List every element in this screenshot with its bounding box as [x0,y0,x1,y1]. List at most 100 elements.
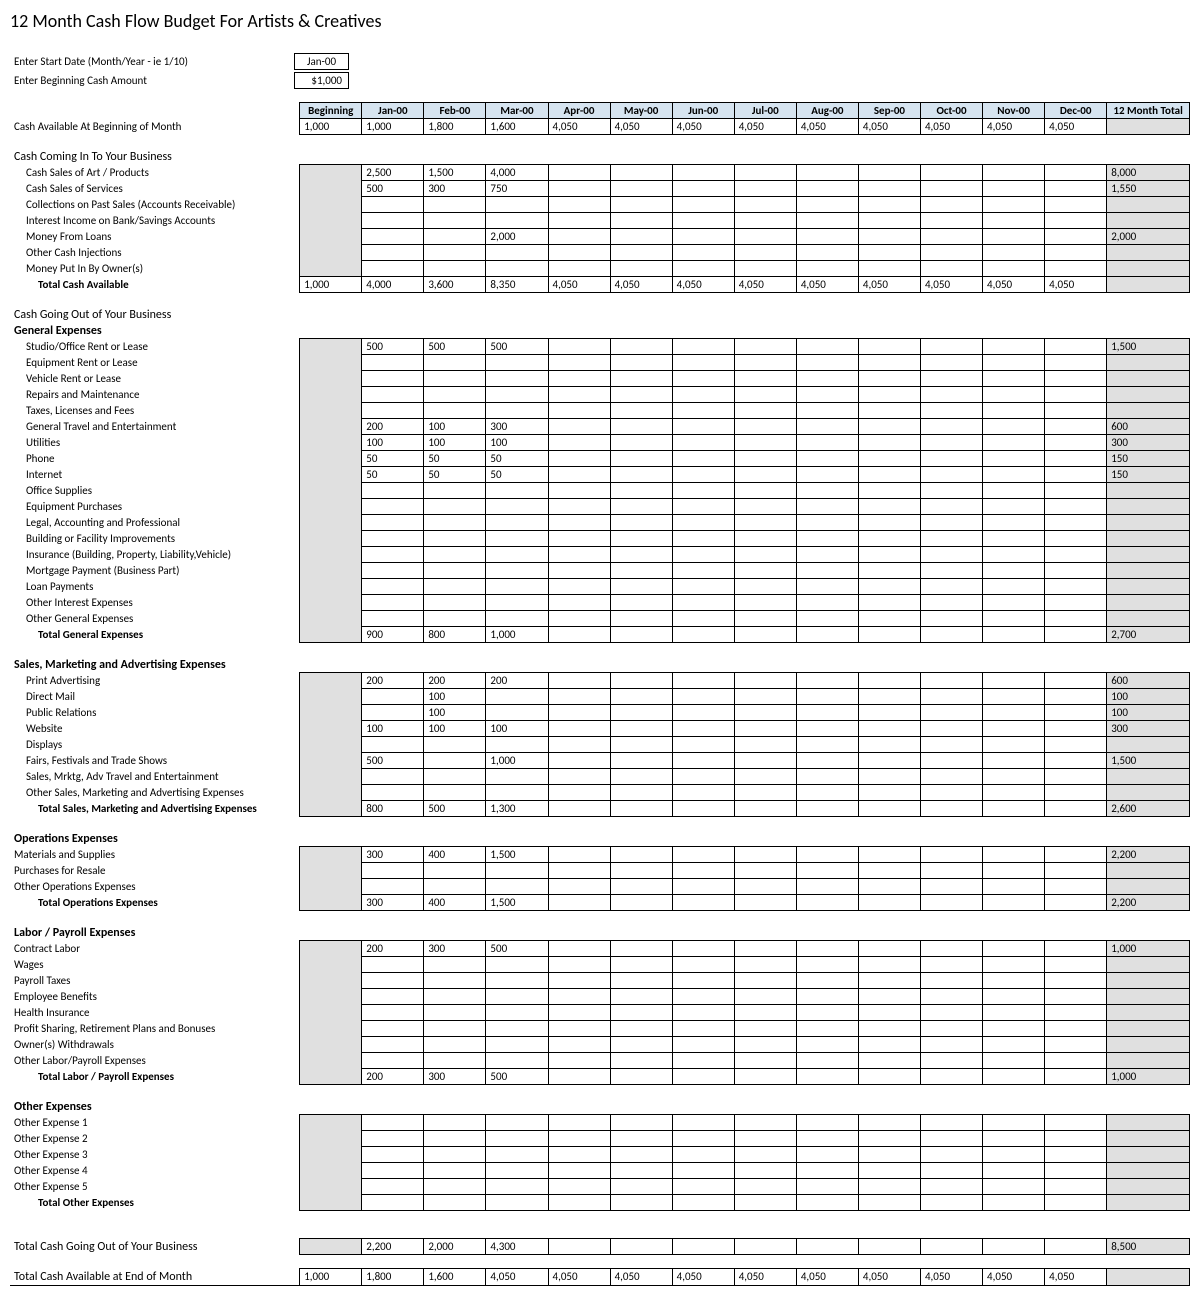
cell[interactable] [858,785,920,801]
cell[interactable]: 400 [424,847,486,863]
cell[interactable] [1045,339,1107,355]
cell[interactable]: 4,050 [796,119,858,135]
cell[interactable] [362,705,424,721]
cell[interactable] [858,403,920,419]
cell[interactable] [796,451,858,467]
cell[interactable] [548,595,610,611]
cell[interactable] [1045,611,1107,627]
cell[interactable] [424,879,486,895]
cell[interactable] [734,339,796,355]
cell[interactable] [672,547,734,563]
cell[interactable] [1107,483,1190,499]
cell[interactable] [920,229,982,245]
cell[interactable] [858,1179,920,1195]
cell[interactable] [1045,451,1107,467]
cell[interactable] [610,355,672,371]
cell[interactable] [858,673,920,689]
cell[interactable] [983,1239,1045,1255]
cell[interactable] [734,435,796,451]
cell[interactable] [858,689,920,705]
cell[interactable] [672,451,734,467]
cell[interactable] [920,863,982,879]
cell[interactable] [796,689,858,705]
cell[interactable] [858,435,920,451]
cell[interactable]: 4,050 [858,119,920,135]
cell[interactable] [486,1163,548,1179]
cell[interactable] [486,785,548,801]
cell[interactable]: 300 [424,941,486,957]
cell[interactable] [983,721,1045,737]
cell[interactable] [983,229,1045,245]
cell[interactable] [1107,515,1190,531]
cell[interactable] [486,1005,548,1021]
cell[interactable] [920,941,982,957]
cell[interactable] [1107,403,1190,419]
cell[interactable] [1045,165,1107,181]
cell[interactable] [734,371,796,387]
cell[interactable] [734,1005,796,1021]
cell[interactable] [1045,941,1107,957]
cell[interactable] [672,705,734,721]
cell[interactable] [424,863,486,879]
cell[interactable] [548,1037,610,1053]
cell[interactable] [796,1147,858,1163]
cell[interactable] [1107,1053,1190,1069]
cell[interactable] [1107,737,1190,753]
cell[interactable]: 750 [486,181,548,197]
cell[interactable] [1107,989,1190,1005]
cell[interactable] [1045,769,1107,785]
start-date-input[interactable]: Jan-00 [294,53,349,70]
cell[interactable] [858,261,920,277]
cell[interactable] [920,563,982,579]
cell[interactable] [1045,1037,1107,1053]
cell[interactable]: 2,500 [362,165,424,181]
cell[interactable] [796,737,858,753]
cell[interactable] [1045,1131,1107,1147]
cell[interactable] [548,957,610,973]
cell[interactable] [858,165,920,181]
cell[interactable] [672,435,734,451]
cell[interactable] [672,989,734,1005]
cell[interactable]: 4,050 [548,119,610,135]
cell[interactable] [1045,705,1107,721]
cell[interactable] [1045,785,1107,801]
cell[interactable] [424,1147,486,1163]
cell[interactable] [796,1005,858,1021]
cell[interactable] [424,547,486,563]
cell[interactable] [610,451,672,467]
cell[interactable] [1107,879,1190,895]
cell[interactable] [548,213,610,229]
cell[interactable] [796,371,858,387]
cell[interactable] [672,769,734,785]
cell[interactable] [548,1021,610,1037]
cell[interactable] [486,499,548,515]
cell[interactable]: 1,500 [1107,339,1190,355]
cell[interactable]: 300 [362,895,424,911]
cell[interactable]: 1,000 [1107,1069,1190,1085]
cell[interactable] [858,1147,920,1163]
cell[interactable] [548,483,610,499]
cell[interactable] [610,1069,672,1085]
cell[interactable] [796,387,858,403]
cell[interactable] [610,895,672,911]
cell[interactable] [1045,467,1107,483]
cell[interactable] [486,579,548,595]
cell[interactable] [1045,483,1107,499]
cell[interactable] [672,863,734,879]
cell[interactable] [486,769,548,785]
cell[interactable]: 500 [362,181,424,197]
cell[interactable] [858,705,920,721]
cell[interactable] [983,197,1045,213]
cell[interactable] [983,879,1045,895]
cell[interactable] [672,1131,734,1147]
cell[interactable] [734,801,796,817]
cell[interactable]: 1,500 [486,847,548,863]
cell[interactable]: 500 [486,1069,548,1085]
cell[interactable] [796,1239,858,1255]
cell[interactable] [858,595,920,611]
cell[interactable] [362,563,424,579]
cell[interactable] [610,181,672,197]
cell[interactable] [548,847,610,863]
cell[interactable] [362,689,424,705]
cell[interactable]: 100 [1107,689,1190,705]
